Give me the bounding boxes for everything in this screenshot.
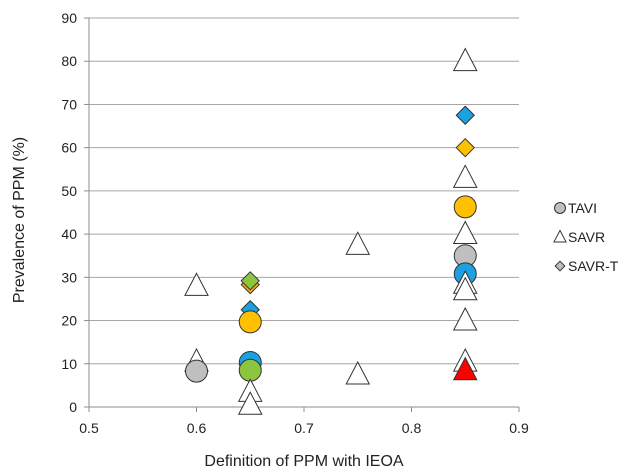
- y-tick-label: 20: [61, 313, 77, 329]
- data-point-triangle: [345, 360, 371, 385]
- legend: TAVI SAVR SAVR-T: [553, 200, 619, 274]
- data-point-diamond: [240, 271, 260, 291]
- data-point-circle: [238, 310, 262, 334]
- x-axis-title: Definition of PPM with IEOA: [204, 453, 404, 470]
- data-point-diamond: [455, 137, 475, 158]
- y-tick-label: 60: [61, 140, 77, 156]
- gridlines: [89, 17, 519, 365]
- data-point-triangle: [452, 164, 478, 188]
- y-tick-label: 70: [61, 96, 77, 112]
- data-point-circle: [185, 359, 208, 383]
- y-axis-title: Prevalence of PPM (%): [11, 137, 28, 303]
- y-tick-label: 80: [61, 53, 77, 69]
- x-tick-label: 0.8: [402, 420, 422, 436]
- y-tick-label: 30: [61, 269, 77, 285]
- data-points: [184, 47, 478, 415]
- data-point-triangle: [452, 356, 478, 381]
- legend-label: TAVI: [568, 200, 597, 216]
- data-point-triangle: [345, 231, 371, 255]
- x-tick-label: 0.9: [509, 420, 529, 436]
- y-tick-label: 50: [61, 183, 77, 199]
- y-tick-label: 90: [61, 10, 77, 26]
- legend-marker-triangle: [553, 229, 567, 243]
- data-point-triangle: [452, 220, 478, 245]
- x-tick-label: 0.7: [294, 420, 314, 436]
- data-point-diamond: [455, 105, 475, 125]
- y-tick-label: 0: [69, 399, 77, 415]
- data-point-circle: [238, 358, 262, 382]
- data-point-triangle: [452, 47, 478, 72]
- y-tick-label: 10: [61, 356, 77, 372]
- data-point-triangle: [452, 306, 478, 331]
- legend-marker-diamond: [554, 260, 566, 272]
- legend-label: SAVR: [568, 229, 605, 245]
- legend-label: SAVR-T: [568, 258, 619, 274]
- legend-marker-circle: [554, 202, 566, 214]
- data-point-triangle: [237, 391, 263, 415]
- x-tick-label: 0.5: [79, 420, 99, 436]
- tick-labels: 0 10 20 30 40 50 60 70 80 90 0.5 0.6 0.7 0.8 0.9: [61, 10, 529, 436]
- data-point-circle: [453, 195, 477, 219]
- data-point-triangle: [184, 272, 209, 296]
- y-tick-label: 40: [61, 226, 77, 242]
- axes: [84, 17, 520, 412]
- data-point-triangle: [452, 276, 478, 301]
- x-tick-label: 0.6: [187, 420, 207, 436]
